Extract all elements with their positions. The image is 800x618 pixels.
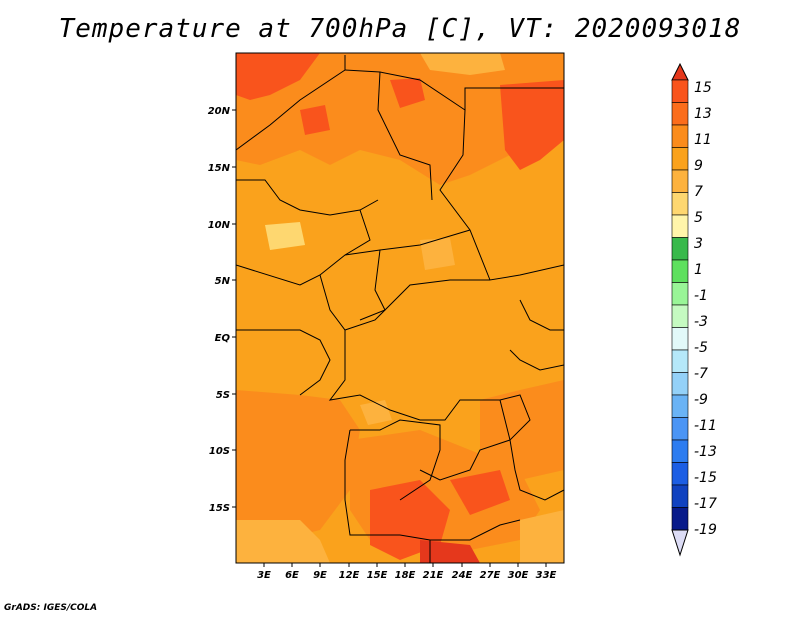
colorbar-cell — [671, 304, 689, 328]
lon-label: 33E — [536, 570, 557, 581]
colorbar-label: -5 — [694, 340, 708, 356]
lon-label: 3E — [257, 570, 271, 581]
colorbar-cell — [671, 124, 689, 148]
lat-label: 15N — [208, 163, 231, 174]
colorbar-cell — [671, 327, 689, 351]
country-borders — [236, 55, 564, 563]
colorbar-bottom-arrow — [671, 529, 689, 557]
colorbar-label: 1 — [694, 262, 703, 278]
lon-label: 9E — [313, 570, 327, 581]
lon-label: 6E — [285, 570, 299, 581]
lat-label: 20N — [208, 106, 231, 117]
latitude-axis: 20N 15N 10N 5N EQ 5S 10S 15S — [208, 106, 236, 514]
colorbar-label: 15 — [694, 80, 712, 96]
lat-label: 5S — [216, 390, 230, 401]
colorbar-label: -3 — [694, 314, 708, 330]
colorbar-cell — [671, 169, 689, 193]
colorbar-label: 7 — [694, 184, 703, 200]
colorbar-label: -15 — [694, 470, 717, 486]
lon-label: 15E — [367, 570, 388, 581]
colorbar-cell — [671, 439, 689, 463]
temperature-field — [236, 53, 564, 563]
colorbar-label: -11 — [694, 418, 717, 434]
lat-label: 10S — [209, 446, 230, 457]
colorbar-cell — [671, 259, 689, 283]
colorbar-label: 13 — [694, 106, 712, 122]
colorbar-cell — [671, 417, 689, 441]
colorbar-label: -7 — [694, 366, 708, 382]
lat-label: 5N — [215, 276, 231, 287]
colorbar-label: 5 — [694, 210, 703, 226]
lon-label: 27E — [480, 570, 501, 581]
colorbar-cell — [671, 394, 689, 418]
colorbar-label: 3 — [694, 236, 703, 252]
colorbar-cell — [671, 214, 689, 238]
lat-label: 15S — [209, 503, 230, 514]
longitude-axis: 3E 6E 9E 12E 15E 18E 21E 24E 27E 30E 33E — [257, 563, 557, 581]
colorbar-cell — [671, 507, 689, 531]
colorbar-cell — [671, 102, 689, 126]
colorbar-cell — [671, 282, 689, 306]
colorbar-cell — [671, 79, 689, 103]
colorbar-label: 9 — [694, 158, 703, 174]
credit-text: GrADS: IGES/COLA — [4, 603, 98, 613]
colorbar-label: -1 — [694, 288, 708, 304]
lat-label: 10N — [208, 220, 231, 231]
colorbar-label: -9 — [694, 392, 708, 408]
colorbar-label: 11 — [694, 132, 712, 148]
colorbar: 15 13 11 9 7 5 3 1 -1 -3 -5 -7 -9 -11 -13 -15 -17 -19 — [671, 62, 717, 557]
lon-label: 21E — [423, 570, 444, 581]
map-frame — [235, 52, 565, 564]
colorbar-cell — [671, 372, 689, 396]
lon-label: 24E — [452, 570, 473, 581]
colorbar-cell — [671, 192, 689, 216]
colorbar-cell — [671, 147, 689, 171]
lon-label: 30E — [508, 570, 529, 581]
colorbar-label: -19 — [694, 522, 717, 538]
colorbar-label: -13 — [694, 444, 717, 460]
chart-title: Temperature at 700hPa [C], VT: 202009301… — [58, 14, 742, 44]
colorbar-cell — [671, 462, 689, 486]
colorbar-label: -17 — [694, 496, 717, 512]
colorbar-cell — [671, 349, 689, 373]
colorbar-cell — [671, 237, 689, 261]
lat-label: EQ — [215, 333, 231, 344]
colorbar-top-arrow — [671, 62, 689, 81]
lon-label: 12E — [339, 570, 360, 581]
lon-label: 18E — [395, 570, 416, 581]
colorbar-cell — [671, 484, 689, 508]
